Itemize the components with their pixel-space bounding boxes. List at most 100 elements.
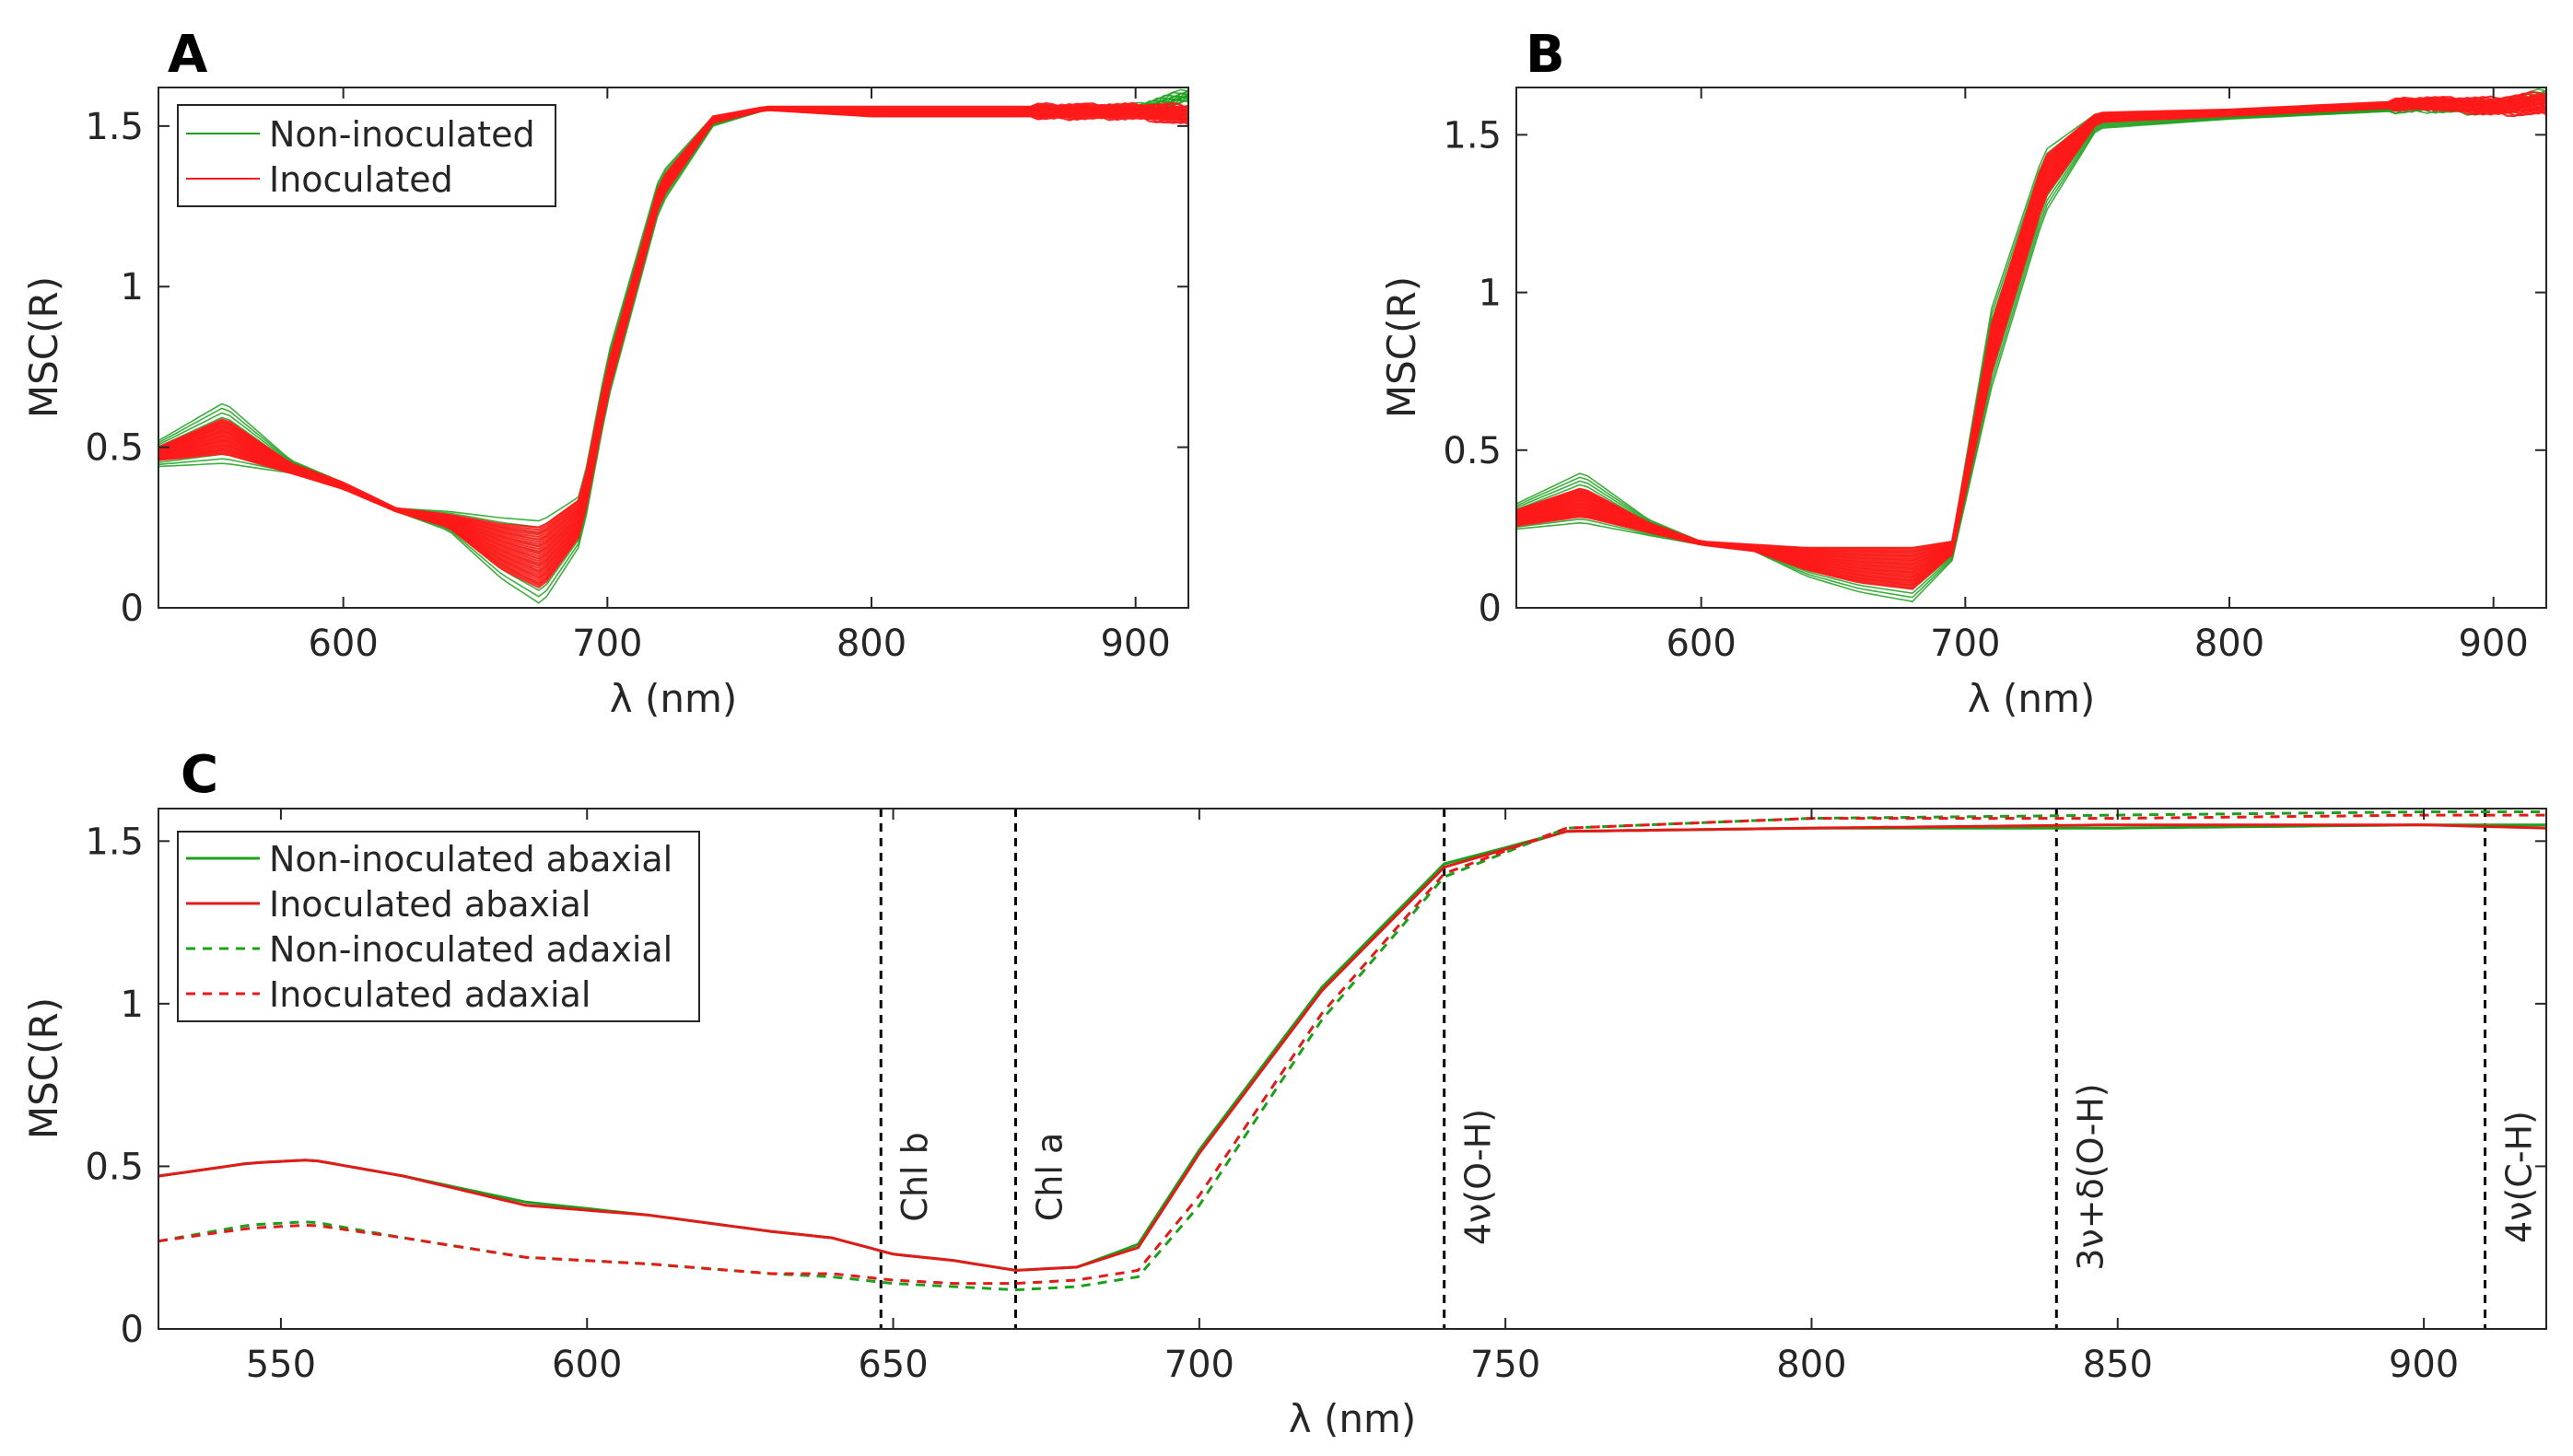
series-line-inoculated — [1515, 100, 2547, 586]
series-line-inoculated — [1515, 98, 2547, 565]
panel-c-axes-box — [158, 808, 2547, 1330]
panel-b-xtick-label: 800 — [2194, 623, 2264, 665]
panel-c-xtick-label: 600 — [552, 1344, 622, 1386]
panel-b-xtick-label: 900 — [2458, 623, 2528, 665]
panel-a-legend: Non-inoculated Inoculated — [177, 104, 556, 207]
panel-b: B 600 700 800 900 0 0.5 1 1.5 λ (nm) MSC(R) — [1379, 25, 2547, 721]
series-line-noninoculated — [1515, 89, 2547, 570]
series-line-inoculated — [1515, 91, 2547, 556]
panel-c-ytick-label: 1 — [121, 984, 144, 1026]
panel-a-xtick-label: 600 — [308, 623, 378, 665]
annotation-label: 4ν(O-H) — [1458, 1109, 1499, 1245]
panel-c-xtick-label: 650 — [858, 1344, 928, 1386]
panel-b-ytick-label: 0.5 — [1443, 430, 1502, 472]
series-line-noninoculated — [1515, 92, 2547, 562]
panel-c-legend-box — [177, 831, 700, 1022]
panel-c-series — [158, 810, 2547, 1292]
series-line-inoculated — [1515, 99, 2547, 571]
panel-c-ylabel: MSC(R) — [21, 997, 66, 1139]
series-line-inoculated — [1515, 97, 2547, 563]
panel-c-legend-label-inoc-abaxial: Inoculated abaxial — [269, 884, 591, 925]
series-line-noninoculated — [1515, 90, 2547, 553]
panel-a: A 600 700 800 900 0 0.5 1 1.5 λ (nm) MSC(R) Non… — [21, 25, 1189, 721]
series-line-noninoculated — [1515, 95, 2547, 578]
series-line-noninoculated — [1515, 97, 2547, 582]
panel-a-ytick-label: 0 — [121, 588, 144, 630]
series-line-inoculated — [1515, 100, 2547, 580]
panel-a-legend-label-inoculated: Inoculated — [269, 159, 453, 200]
panel-c-legend-label-noninoc-adaxial: Non-inoculated adaxial — [269, 929, 672, 970]
panel-c-xlabel: λ (nm) — [1289, 1396, 1417, 1441]
panel-a-legend-label-noninoculated: Non-inoculated — [269, 114, 535, 155]
series-line-inoculated — [1515, 100, 2547, 579]
panel-b-xlabel: λ (nm) — [1968, 676, 2096, 721]
series-line-inoculated — [1515, 99, 2547, 576]
annotation-label: 4ν(C-H) — [2499, 1111, 2540, 1243]
panel-a-ytick-label: 1 — [121, 266, 144, 309]
panel-b-ytick-label: 1.5 — [1443, 114, 1502, 157]
panel-b-ticks: 600 700 800 900 0 0.5 1 1.5 — [1443, 87, 2546, 665]
series-line-inoculated — [1515, 93, 2547, 553]
panel-a-ticks: 600 700 800 900 0 0.5 1 1.5 — [85, 87, 1188, 665]
panel-b-axes-box — [1515, 87, 2547, 609]
panel-b-ytick-label: 1 — [1479, 273, 1502, 315]
series-line-inoculated — [1515, 99, 2547, 577]
series-line-inoculated — [1515, 95, 2547, 559]
panel-c: C Chl b Chl a 4ν(O-H) 3ν+δ(O-H) 4ν(C-H) 550 6… — [21, 745, 2547, 1441]
series-line-inoculated — [1515, 101, 2547, 588]
panel-b-series — [1515, 87, 2547, 603]
annotation-label: Chl b — [895, 1132, 935, 1221]
panel-a-xlabel: λ (nm) — [610, 676, 738, 721]
panel-a-xtick-label: 700 — [572, 623, 642, 665]
series-line-noninoculated — [1515, 95, 2547, 590]
series-line-inoculated — [1515, 101, 2547, 584]
panel-a-ytick-label: 0.5 — [85, 427, 144, 470]
series-line-noninoculated — [1515, 97, 2547, 599]
panel-c-ytick-label: 1.5 — [85, 821, 144, 863]
series-line-inoculated — [1515, 96, 2547, 561]
panel-a-ytick-label: 1.5 — [85, 106, 144, 148]
series-line-inoculated — [1515, 101, 2547, 582]
panel-a-ylabel: MSC(R) — [21, 276, 66, 418]
panel-b-xtick-label: 600 — [1666, 623, 1736, 665]
series-line-inoculated — [1515, 102, 2547, 590]
series-line-inoculated — [1515, 97, 2547, 565]
series-line-noninoculated — [1515, 87, 2547, 549]
series-line-noninoculated — [1515, 99, 2547, 603]
panel-b-ylabel: MSC(R) — [1379, 276, 1424, 418]
annotation-label: Chl a — [1029, 1133, 1070, 1222]
panel-c-legend-label-noninoc-abaxial: Non-inoculated abaxial — [269, 839, 672, 879]
series-line-inoculated — [1515, 101, 2547, 588]
panel-b-ytick-label: 0 — [1479, 588, 1502, 630]
panel-c-xtick-label: 750 — [1470, 1344, 1540, 1386]
series-line — [158, 823, 2547, 1272]
annotation-label: 3ν+δ(O-H) — [2070, 1083, 2111, 1270]
panel-c-xtick-label: 900 — [2389, 1344, 2459, 1386]
series-line-inoculated — [1515, 93, 2547, 557]
series-line-noninoculated — [1515, 93, 2547, 557]
series-line-inoculated — [1515, 99, 2547, 569]
series-line-noninoculated — [1515, 89, 2547, 565]
panel-a-series — [158, 88, 1189, 604]
panel-a-label: A — [168, 25, 208, 85]
panel-a-legend-box — [177, 104, 556, 207]
series-line — [158, 813, 2546, 1286]
panel-c-label: C — [181, 745, 218, 805]
series-line-inoculated — [1515, 92, 2547, 551]
series-line-inoculated — [1515, 93, 2547, 554]
series-line-inoculated — [1515, 99, 2547, 573]
series-line-inoculated — [1515, 90, 2547, 550]
series-line-inoculated — [1515, 98, 2547, 567]
panel-a-xtick-label: 800 — [836, 623, 906, 665]
series-line — [158, 823, 2546, 1272]
panel-c-ytick-label: 0 — [121, 1309, 144, 1351]
panel-b-xtick-label: 700 — [1930, 623, 2000, 665]
panel-c-annotations: Chl b Chl a 4ν(O-H) 3ν+δ(O-H) 4ν(C-H) — [879, 809, 2540, 1329]
panel-c-ytick-label: 0.5 — [85, 1146, 144, 1188]
panel-c-xtick-label: 850 — [2083, 1344, 2153, 1386]
panel-c-xtick-label: 700 — [1164, 1344, 1234, 1386]
panel-b-label: B — [1526, 25, 1565, 85]
series-line-inoculated — [1515, 99, 2547, 574]
panel-a-axes-box — [158, 87, 1189, 609]
